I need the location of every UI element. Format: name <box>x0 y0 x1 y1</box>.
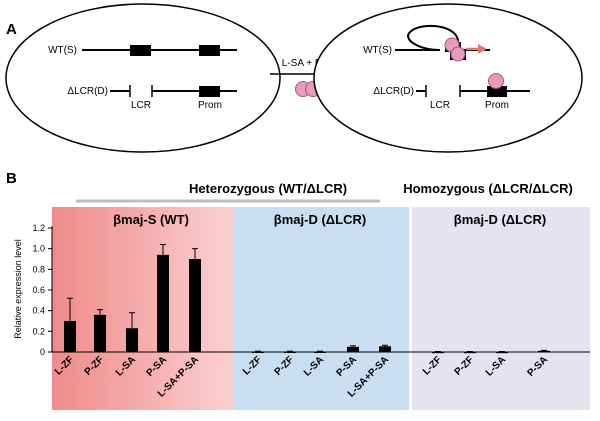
panel-a-left-cell: WT(S) ΔLCR(D) LCR Prom <box>5 3 281 153</box>
panel-a-right-cell: WT(S) ΔLCR(D) LCR Prom <box>313 3 583 153</box>
y-tick-label: 0 <box>40 347 45 357</box>
right-dlcr-label: ΔLCR(D) <box>373 86 414 97</box>
left-wt-label: WT(S) <box>48 45 77 56</box>
y-tick-label: 1.0 <box>32 244 45 254</box>
group-title-dlcr-homo: βmaj-D (ΔLCR) <box>454 212 546 227</box>
left-dlcr-label: ΔLCR(D) <box>67 86 108 97</box>
treatment-label: L-SA + P-SA <box>282 58 339 69</box>
left-cell-outline <box>5 3 281 153</box>
bar <box>126 328 138 352</box>
bar <box>252 351 264 353</box>
y-tick-label: 0.4 <box>32 306 45 316</box>
bar <box>64 321 76 352</box>
y-tick-label: 0.6 <box>32 285 45 295</box>
left-prom-label: Prom <box>198 100 222 111</box>
left-lcr-label: LCR <box>131 100 151 111</box>
right-wt-loop-dna <box>395 24 490 51</box>
panel-b-letter: B <box>6 170 17 187</box>
left-wt-prom-block <box>199 45 220 56</box>
right-dlcr-protein <box>488 73 504 89</box>
bar <box>94 314 106 352</box>
bar <box>464 351 476 354</box>
homozygous-label: Homozygous (ΔLCR/ΔLCR) <box>403 181 573 196</box>
bar <box>314 351 326 353</box>
right-lcr-label: LCR <box>430 100 450 111</box>
bar <box>157 254 169 352</box>
right-cell-outline <box>313 3 583 153</box>
right-prom-label: Prom <box>485 100 509 111</box>
y-tick-label: 1.2 <box>32 223 45 233</box>
y-tick-label: 0.2 <box>32 326 45 336</box>
bar <box>347 346 359 352</box>
left-dlcr-prom-block <box>199 86 220 97</box>
heterozygous-label: Heterozygous (WT/ΔLCR) <box>189 181 347 196</box>
group-bg-dlcr-het <box>233 207 409 410</box>
bar <box>496 351 508 354</box>
group-bg-dlcr-homo <box>412 207 590 410</box>
bar <box>284 351 296 353</box>
transcription-arrow-head <box>478 44 487 54</box>
bar <box>538 350 550 353</box>
bar <box>432 351 444 354</box>
left-wt-lcr-block <box>130 45 151 56</box>
group-title-wt: βmaj-S (WT) <box>113 212 189 227</box>
right-dlcr-prom-block <box>487 86 507 97</box>
right-wt-label: WT(S) <box>363 45 392 56</box>
panel-a-letter: A <box>6 21 17 38</box>
bar <box>379 346 391 352</box>
group-bg-wt <box>52 207 233 410</box>
y-tick-label: 0.8 <box>32 264 45 274</box>
group-title-dlcr-het: βmaj-D (ΔLCR) <box>274 212 366 227</box>
bar <box>189 259 201 352</box>
y-axis-label: Relative expression level <box>13 239 23 339</box>
right-wt-protein-2 <box>450 46 466 62</box>
